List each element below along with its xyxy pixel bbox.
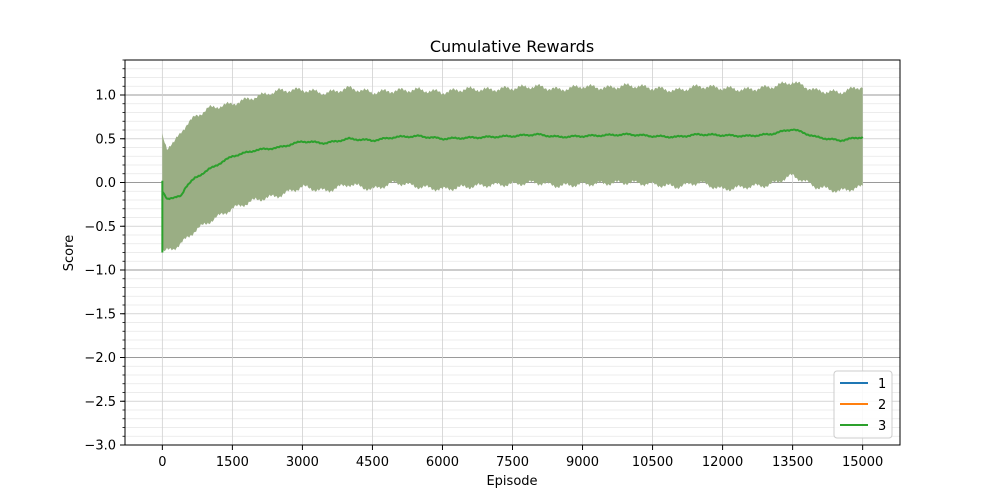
series-bands [162,81,863,253]
series-3-line [161,128,864,201]
x-tick-label: 10500 [632,455,673,470]
x-tick-label: 13500 [772,455,813,470]
series-3-band [162,81,863,253]
x-tick-label: 9000 [566,455,599,470]
y-tick-label: −3.0 [84,439,116,454]
x-tick-label: 7500 [496,455,529,470]
x-tick-label: 3000 [286,455,319,470]
y-tick-label: 0.0 [95,176,116,191]
y-tick-label: −1.5 [84,307,116,322]
y-tick-label: 1.0 [95,89,116,104]
x-axis-ticks: 0 1500 3000 4500 6000 7500 9000 10500 12000 13500… [158,445,883,470]
y-tick-label: −0.5 [84,220,116,235]
x-tick-label: 15000 [842,455,883,470]
x-axis-label: Episode [486,474,537,489]
y-axis-label: Score [62,235,77,271]
y-tick-label: 0.5 [95,132,116,147]
y-tick-label: −1.0 [84,264,116,279]
x-tick-label: 12000 [702,455,743,470]
y-tick-label: −2.5 [84,395,116,410]
legend-label-2: 2 [878,398,886,413]
legend-label-1: 1 [878,377,886,392]
x-tick-label: 1500 [216,455,249,470]
x-tick-label: 4500 [356,455,389,470]
legend: 1 2 3 [833,370,893,439]
series-lines [161,128,864,253]
x-tick-label: 0 [158,455,166,470]
x-tick-label: 6000 [426,455,459,470]
y-axis-ticks: −3.0 −2.5 −2.0 −1.5 −1.0 −0.5 0.0 0.5 1.0 [84,59,125,454]
legend-label-3: 3 [878,419,886,434]
chart-title: Cumulative Rewards [430,37,594,56]
y-tick-label: −2.0 [84,351,116,366]
